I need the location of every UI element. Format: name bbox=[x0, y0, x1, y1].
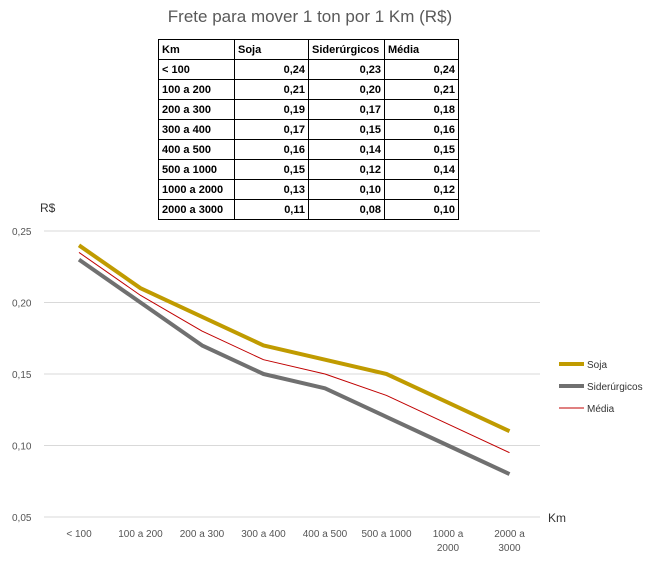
table-cell: 2000 a 3000 bbox=[158, 199, 235, 220]
table-header-siderurgicos: Siderúrgicos bbox=[308, 39, 385, 60]
y-tick-label: 0,25 bbox=[12, 227, 32, 238]
table-cell: 0,17 bbox=[308, 99, 385, 120]
series-line-0 bbox=[77, 243, 511, 434]
table-cell: 0,24 bbox=[384, 59, 459, 80]
table-row: 100 a 200 0,21 0,20 0,21 bbox=[158, 79, 459, 100]
table-cell: 100 a 200 bbox=[158, 79, 235, 100]
y-tick-label: 0,05 bbox=[12, 513, 32, 524]
x-tick-label: 1000 a 2000 bbox=[433, 529, 464, 554]
table-cell: 0,24 bbox=[234, 59, 309, 80]
table-row: 200 a 300 0,19 0,17 0,18 bbox=[158, 99, 459, 120]
y-tick-label: 0,15 bbox=[12, 370, 32, 381]
table-cell: 0,11 bbox=[234, 199, 309, 220]
x-tick-label: 2000 a 3000 bbox=[494, 529, 525, 554]
series-line-2 bbox=[78, 252, 510, 454]
x-tick-label: 500 a 1000 bbox=[361, 529, 411, 540]
chart-title: Frete para mover 1 ton por 1 Km (R$) bbox=[167, 7, 453, 26]
series-line-1 bbox=[77, 257, 511, 476]
y-axis-title: R$ bbox=[40, 201, 56, 215]
x-tick-label: < 100 bbox=[66, 529, 92, 540]
table-row: 400 a 500 0,16 0,14 0,15 bbox=[158, 139, 459, 160]
table-row: 2000 a 3000 0,11 0,08 0,10 bbox=[158, 199, 459, 220]
legend-label: Siderúrgicos bbox=[587, 382, 643, 393]
table-header-soja: Soja bbox=[234, 39, 309, 60]
table-cell: 0,10 bbox=[384, 199, 459, 220]
freight-table: Km Soja Siderúrgicos Média < 100 0,24 0,23… bbox=[158, 39, 459, 220]
table-cell: 0,14 bbox=[308, 139, 385, 160]
table-cell: 0,16 bbox=[384, 119, 459, 140]
table-cell: 0,15 bbox=[384, 139, 459, 160]
x-tick-label: 100 a 200 bbox=[118, 529, 163, 540]
x-tick-label: 200 a 300 bbox=[180, 529, 225, 540]
x-tick-label: 300 a 400 bbox=[241, 529, 286, 540]
table-cell: 400 a 500 bbox=[158, 139, 235, 160]
y-tick-label: 0,20 bbox=[12, 299, 32, 310]
table-header-row: Km Soja Siderúrgicos Média bbox=[158, 39, 459, 60]
x-axis-title: Km bbox=[548, 511, 566, 525]
legend-label: Soja bbox=[587, 360, 607, 371]
legend-label: Média bbox=[587, 404, 615, 415]
table-row: 300 a 400 0,17 0,15 0,16 bbox=[158, 119, 459, 140]
x-tick-label: 400 a 500 bbox=[303, 529, 348, 540]
y-tick-label: 0,10 bbox=[12, 442, 32, 453]
